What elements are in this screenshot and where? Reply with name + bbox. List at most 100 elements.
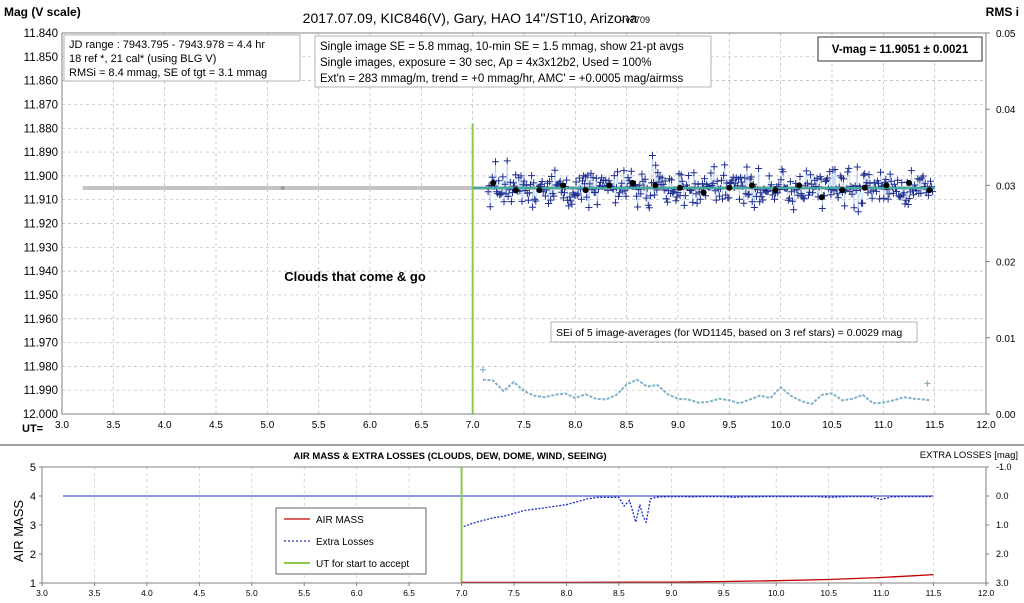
single-image-point <box>827 191 835 199</box>
single-image-point <box>800 195 808 203</box>
single-image-point <box>757 189 765 197</box>
y2-tick-label: 0.01 <box>996 334 1016 345</box>
single-image-point <box>663 198 671 206</box>
y-tick-label: 11.980 <box>24 361 58 373</box>
single-image-point <box>747 173 755 181</box>
average-points <box>490 180 933 201</box>
average-point <box>652 182 659 189</box>
single-image-point <box>649 152 656 159</box>
single-image-point <box>512 171 520 179</box>
average-point <box>861 184 868 191</box>
single-image-point <box>745 190 753 198</box>
info-line: 18 ref *, 21 cal* (using BLG V) <box>69 53 216 65</box>
single-image-point <box>876 195 884 203</box>
y2-tick-label: 3.0 <box>996 578 1009 588</box>
info-line: Ext'n = 283 mmag/m, trend = +0 mmag/hr, … <box>320 73 684 85</box>
single-image-point <box>641 175 649 183</box>
single-image-point <box>593 201 601 209</box>
y-tick-label: 11.960 <box>24 314 58 326</box>
single-image-point <box>646 192 654 200</box>
single-image-point <box>611 199 619 207</box>
single-image-point <box>905 195 913 203</box>
x-tick-label: 8.5 <box>613 588 625 598</box>
single-image-point <box>806 188 813 196</box>
single-image-point <box>723 179 731 187</box>
y-tick-label: 11.840 <box>24 28 58 40</box>
single-image-point <box>853 163 861 171</box>
x-tick-label: 9.5 <box>722 420 736 431</box>
single-image-point <box>486 203 494 211</box>
sei-box: SEi of 5 image-averages (for WD1145, bas… <box>550 321 918 343</box>
x-tick-label: 8.5 <box>620 420 634 431</box>
single-image-point <box>707 169 715 177</box>
x-tick-label: 4.5 <box>209 420 223 431</box>
single-image-point <box>690 169 698 177</box>
single-image-point <box>500 198 508 206</box>
single-image-point <box>574 190 582 198</box>
single-image-point <box>709 179 717 187</box>
single-image-point <box>551 166 559 174</box>
info-box-center: Single image SE = 5.8 mmag, 10-min SE = … <box>314 35 712 88</box>
single-image-point <box>725 194 733 202</box>
single-image-point <box>501 180 509 188</box>
single-image-point <box>758 193 766 201</box>
single-image-point <box>597 178 604 186</box>
single-image-point <box>584 171 592 179</box>
single-image-point <box>531 195 539 203</box>
legend: AIR MASS Extra Losses UT for start to ac… <box>275 507 427 575</box>
top-x-label: UT= <box>22 423 43 435</box>
single-image-point <box>698 180 706 188</box>
single-image-point <box>587 169 595 177</box>
single-image-point <box>763 188 771 196</box>
single-image-point <box>610 172 618 180</box>
y-tick-label: 1 <box>30 578 36 590</box>
x-tick-label: 10.0 <box>771 420 791 431</box>
y-tick-label: 11.950 <box>24 290 58 302</box>
y2-tick-label: 0.00 <box>996 410 1016 421</box>
x-tick-label: 6.5 <box>414 420 428 431</box>
y-tick-label: 11.970 <box>24 338 58 350</box>
top-y-ticks: 11.840 11.850 11.860 11.870 11.880 11.890 11.9… <box>23 28 58 421</box>
single-image-point <box>550 192 558 200</box>
x-tick-label: 12.0 <box>976 420 996 431</box>
losses-line <box>463 495 932 528</box>
y-tick-label: 11.990 <box>24 385 58 397</box>
bottom-chart: AIR MASS & EXTRA LOSSES (CLOUDS, DEW, DO… <box>11 450 1018 598</box>
x-tick-label: 4.0 <box>141 588 153 598</box>
single-image-point <box>868 194 876 202</box>
single-image-point <box>673 193 681 201</box>
x-tick-label: 5.0 <box>260 420 274 431</box>
single-image-point <box>518 197 526 205</box>
single-image-point <box>921 179 929 187</box>
single-image-point <box>525 189 533 197</box>
single-image-point <box>668 176 676 184</box>
single-image-point <box>850 204 858 212</box>
info-line: Single images, exposure = 30 sec, Ap = 4… <box>320 57 651 69</box>
single-image-point <box>861 170 869 178</box>
single-image-point <box>870 179 878 187</box>
single-image-point <box>572 178 580 186</box>
single-image-point <box>799 194 807 202</box>
y-tick-label: 11.900 <box>24 171 58 183</box>
single-image-point <box>685 172 693 179</box>
single-image-point <box>872 187 880 195</box>
single-image-point <box>728 176 736 184</box>
bottom-y2-ticks: -1.0 0.0 1.0 2.0 3.0 <box>986 462 1012 588</box>
x-tick-label: 12.0 <box>978 588 995 598</box>
bottom-y2-label: EXTRA LOSSES [mag] <box>920 450 1018 461</box>
single-image-point <box>748 198 756 206</box>
y-tick-label: 11.940 <box>24 266 58 278</box>
x-tick-label: 3.0 <box>55 420 69 431</box>
single-image-point <box>488 173 496 181</box>
x-tick-label: 11.0 <box>873 588 889 598</box>
single-image-point <box>805 191 812 199</box>
y-tick-label: 5 <box>30 462 36 474</box>
single-image-point <box>920 183 928 191</box>
single-image-point <box>701 175 708 183</box>
single-image-point <box>693 199 701 207</box>
x-tick-label: 11.5 <box>926 588 942 598</box>
x-tick-label: 9.0 <box>671 420 685 431</box>
single-image-point <box>777 176 785 184</box>
info-line: RMSi = 8.4 mmag, SE of tgt = 3.1 mmag <box>69 67 267 79</box>
y-tick-label: 12.000 <box>23 409 58 421</box>
